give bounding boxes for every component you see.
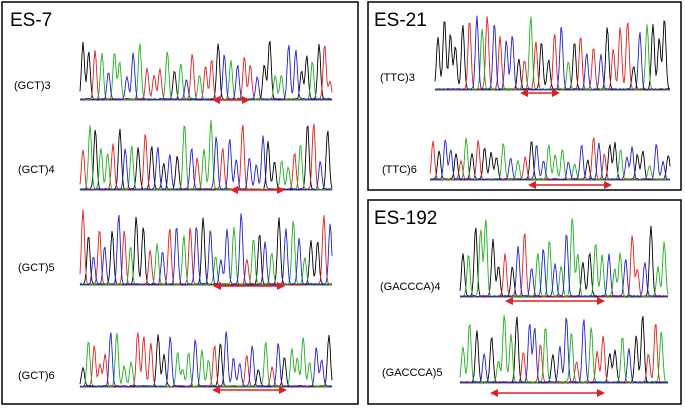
arrow-head	[597, 297, 605, 305]
trace-label: (GCT)6	[18, 370, 55, 382]
chromatogram-trace	[434, 15, 671, 91]
chromatogram-trace	[79, 213, 333, 286]
trace-label: (GCT)3	[14, 80, 51, 92]
trace-label: (GCT)5	[18, 262, 55, 274]
chromatogram-trace	[429, 139, 671, 181]
chromatogram-trace	[79, 43, 333, 101]
arrow-head	[490, 389, 498, 397]
panel-frame	[367, 1, 682, 191]
arrow-head	[213, 282, 221, 290]
chromatogram-trace	[79, 331, 333, 388]
arrow-head	[520, 89, 528, 97]
panel-title: ES-192	[374, 208, 437, 229]
chromatogram-trace	[459, 225, 669, 298]
trace-label: (GACCCA)4	[380, 281, 441, 293]
arrow-head	[212, 96, 220, 104]
chromatogram-trace	[79, 45, 333, 101]
chromatogram-trace	[79, 220, 333, 286]
chromatogram-trace	[459, 316, 669, 384]
trace-label: (GCT)4	[18, 164, 55, 176]
chromatogram-trace	[79, 135, 333, 191]
arrow-head	[277, 186, 285, 194]
arrow-head	[597, 389, 605, 397]
chromatogram-trace	[79, 123, 333, 191]
chromatogram-trace	[459, 315, 669, 384]
arrow-head	[505, 297, 513, 305]
panel-frame	[1, 1, 359, 405]
panel-title: ES-21	[374, 10, 427, 31]
arrow-head	[528, 181, 536, 189]
arrow-head	[277, 282, 285, 290]
trace-label: (TTC)3	[380, 72, 415, 84]
arrow-head	[212, 386, 220, 394]
chromatogram-trace	[79, 119, 333, 191]
panel-title: ES-7	[10, 10, 52, 31]
panel-frame	[367, 199, 682, 405]
arrow-head	[552, 89, 560, 97]
arrow-head	[230, 186, 238, 194]
trace-label: (GACCCA)5	[382, 367, 443, 379]
chromatogram-trace	[429, 137, 671, 181]
chromatogram-trace	[79, 332, 333, 388]
arrow-head	[242, 96, 250, 104]
chromatogram-trace	[459, 234, 668, 298]
chromatogram-trace	[459, 317, 669, 384]
arrow-head	[279, 386, 287, 394]
trace-label: (TTC)6	[382, 164, 417, 176]
chromatogram-trace	[434, 16, 670, 91]
arrow-head	[604, 181, 612, 189]
